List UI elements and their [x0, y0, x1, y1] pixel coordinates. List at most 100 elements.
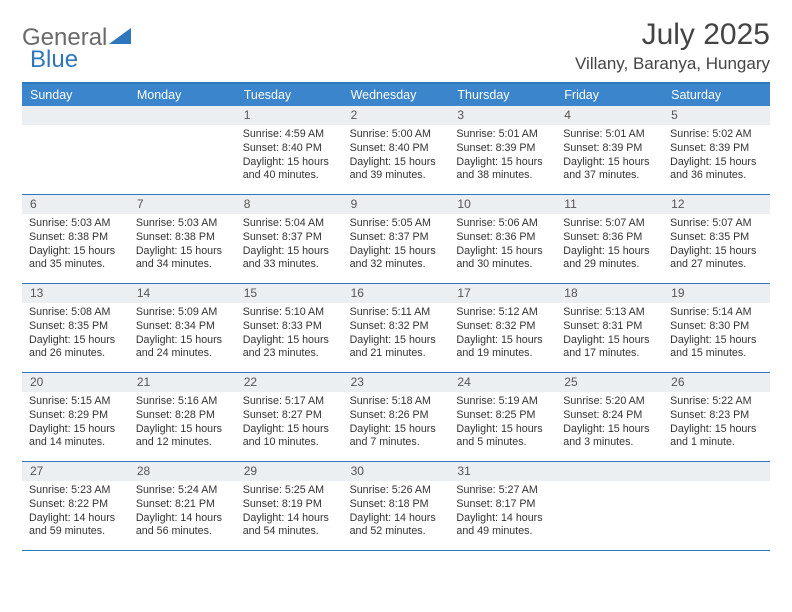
day-body: Sunrise: 5:27 AMSunset: 8:17 PMDaylight:…: [449, 481, 556, 543]
day-number: 2: [343, 106, 450, 125]
sunrise-text: Sunrise: 5:00 AM: [350, 128, 443, 142]
day-number: 5: [663, 106, 770, 125]
sunset-text: Sunset: 8:37 PM: [243, 231, 336, 245]
sunrise-text: Sunrise: 4:59 AM: [243, 128, 336, 142]
month-title: July 2025: [575, 18, 770, 52]
sunset-text: Sunset: 8:17 PM: [456, 498, 549, 512]
sunset-text: Sunset: 8:36 PM: [456, 231, 549, 245]
day-cell: 18Sunrise: 5:13 AMSunset: 8:31 PMDayligh…: [556, 284, 663, 372]
daylight-text: Daylight: 15 hours and 12 minutes.: [136, 423, 229, 450]
day-cell: 22Sunrise: 5:17 AMSunset: 8:27 PMDayligh…: [236, 373, 343, 461]
day-body: Sunrise: 5:16 AMSunset: 8:28 PMDaylight:…: [129, 392, 236, 454]
sunrise-text: Sunrise: 5:02 AM: [670, 128, 763, 142]
day-cell: 28Sunrise: 5:24 AMSunset: 8:21 PMDayligh…: [129, 462, 236, 550]
sunrise-text: Sunrise: 5:22 AM: [670, 395, 763, 409]
sunset-text: Sunset: 8:22 PM: [29, 498, 122, 512]
sunset-text: Sunset: 8:38 PM: [29, 231, 122, 245]
daylight-text: Daylight: 14 hours and 54 minutes.: [243, 512, 336, 539]
day-header-sun: Sunday: [22, 84, 129, 106]
daylight-text: Daylight: 15 hours and 17 minutes.: [563, 334, 656, 361]
sunrise-text: Sunrise: 5:20 AM: [563, 395, 656, 409]
daylight-text: Daylight: 15 hours and 29 minutes.: [563, 245, 656, 272]
day-body: Sunrise: 5:03 AMSunset: 8:38 PMDaylight:…: [22, 214, 129, 276]
daylight-text: Daylight: 15 hours and 37 minutes.: [563, 156, 656, 183]
sunset-text: Sunset: 8:21 PM: [136, 498, 229, 512]
sunset-text: Sunset: 8:24 PM: [563, 409, 656, 423]
day-cell: 25Sunrise: 5:20 AMSunset: 8:24 PMDayligh…: [556, 373, 663, 461]
daylight-text: Daylight: 15 hours and 39 minutes.: [350, 156, 443, 183]
sunrise-text: Sunrise: 5:05 AM: [350, 217, 443, 231]
day-number: 23: [343, 373, 450, 392]
calendar: Sunday Monday Tuesday Wednesday Thursday…: [22, 82, 770, 551]
day-cell: 15Sunrise: 5:10 AMSunset: 8:33 PMDayligh…: [236, 284, 343, 372]
sunset-text: Sunset: 8:40 PM: [243, 142, 336, 156]
location-label: Villany, Baranya, Hungary: [575, 54, 770, 74]
day-body: Sunrise: 4:59 AMSunset: 8:40 PMDaylight:…: [236, 125, 343, 187]
sunrise-text: Sunrise: 5:12 AM: [456, 306, 549, 320]
day-body: Sunrise: 5:10 AMSunset: 8:33 PMDaylight:…: [236, 303, 343, 365]
daylight-text: Daylight: 15 hours and 32 minutes.: [350, 245, 443, 272]
daylight-text: Daylight: 15 hours and 10 minutes.: [243, 423, 336, 450]
day-cell: 5Sunrise: 5:02 AMSunset: 8:39 PMDaylight…: [663, 106, 770, 194]
daylight-text: Daylight: 14 hours and 52 minutes.: [350, 512, 443, 539]
daylight-text: Daylight: 15 hours and 7 minutes.: [350, 423, 443, 450]
sunrise-text: Sunrise: 5:07 AM: [670, 217, 763, 231]
day-number: 24: [449, 373, 556, 392]
day-body: Sunrise: 5:17 AMSunset: 8:27 PMDaylight:…: [236, 392, 343, 454]
day-body: Sunrise: 5:09 AMSunset: 8:34 PMDaylight:…: [129, 303, 236, 365]
daylight-text: Daylight: 14 hours and 56 minutes.: [136, 512, 229, 539]
daylight-text: Daylight: 15 hours and 14 minutes.: [29, 423, 122, 450]
day-body: Sunrise: 5:26 AMSunset: 8:18 PMDaylight:…: [343, 481, 450, 543]
sunset-text: Sunset: 8:37 PM: [350, 231, 443, 245]
day-cell: 7Sunrise: 5:03 AMSunset: 8:38 PMDaylight…: [129, 195, 236, 283]
day-number: 31: [449, 462, 556, 481]
sunrise-text: Sunrise: 5:06 AM: [456, 217, 549, 231]
sunrise-text: Sunrise: 5:13 AM: [563, 306, 656, 320]
day-number: 7: [129, 195, 236, 214]
sunset-text: Sunset: 8:34 PM: [136, 320, 229, 334]
day-cell: 6Sunrise: 5:03 AMSunset: 8:38 PMDaylight…: [22, 195, 129, 283]
sunset-text: Sunset: 8:19 PM: [243, 498, 336, 512]
logo-triangle-icon: [109, 26, 131, 51]
sunset-text: Sunset: 8:26 PM: [350, 409, 443, 423]
sunset-text: Sunset: 8:38 PM: [136, 231, 229, 245]
daylight-text: Daylight: 14 hours and 49 minutes.: [456, 512, 549, 539]
day-cell: 8Sunrise: 5:04 AMSunset: 8:37 PMDaylight…: [236, 195, 343, 283]
daylight-text: Daylight: 15 hours and 19 minutes.: [456, 334, 549, 361]
daylight-text: Daylight: 15 hours and 33 minutes.: [243, 245, 336, 272]
daylight-text: Daylight: 15 hours and 3 minutes.: [563, 423, 656, 450]
sunrise-text: Sunrise: 5:25 AM: [243, 484, 336, 498]
day-number: 14: [129, 284, 236, 303]
day-number: 1: [236, 106, 343, 125]
day-body: Sunrise: 5:05 AMSunset: 8:37 PMDaylight:…: [343, 214, 450, 276]
day-cell: 1Sunrise: 4:59 AMSunset: 8:40 PMDaylight…: [236, 106, 343, 194]
week-row: 13Sunrise: 5:08 AMSunset: 8:35 PMDayligh…: [22, 284, 770, 373]
daylight-text: Daylight: 15 hours and 5 minutes.: [456, 423, 549, 450]
day-number: 22: [236, 373, 343, 392]
day-body: Sunrise: 5:14 AMSunset: 8:30 PMDaylight:…: [663, 303, 770, 365]
day-number: 17: [449, 284, 556, 303]
week-row: 20Sunrise: 5:15 AMSunset: 8:29 PMDayligh…: [22, 373, 770, 462]
sunrise-text: Sunrise: 5:27 AM: [456, 484, 549, 498]
sunset-text: Sunset: 8:29 PM: [29, 409, 122, 423]
day-body: Sunrise: 5:01 AMSunset: 8:39 PMDaylight:…: [449, 125, 556, 187]
day-cell: 24Sunrise: 5:19 AMSunset: 8:25 PMDayligh…: [449, 373, 556, 461]
daylight-text: Daylight: 15 hours and 40 minutes.: [243, 156, 336, 183]
day-number: 8: [236, 195, 343, 214]
sunrise-text: Sunrise: 5:10 AM: [243, 306, 336, 320]
sunset-text: Sunset: 8:36 PM: [563, 231, 656, 245]
day-body: Sunrise: 5:01 AMSunset: 8:39 PMDaylight:…: [556, 125, 663, 187]
day-body: Sunrise: 5:02 AMSunset: 8:39 PMDaylight:…: [663, 125, 770, 187]
logo-text-blue: Blue: [30, 46, 78, 74]
sunrise-text: Sunrise: 5:23 AM: [29, 484, 122, 498]
day-cell: 2Sunrise: 5:00 AMSunset: 8:40 PMDaylight…: [343, 106, 450, 194]
day-number: 10: [449, 195, 556, 214]
day-body: Sunrise: 5:04 AMSunset: 8:37 PMDaylight:…: [236, 214, 343, 276]
sunset-text: Sunset: 8:27 PM: [243, 409, 336, 423]
day-cell: 29Sunrise: 5:25 AMSunset: 8:19 PMDayligh…: [236, 462, 343, 550]
sunset-text: Sunset: 8:39 PM: [456, 142, 549, 156]
sunrise-text: Sunrise: 5:08 AM: [29, 306, 122, 320]
day-body: Sunrise: 5:00 AMSunset: 8:40 PMDaylight:…: [343, 125, 450, 187]
day-cell: [129, 106, 236, 194]
sunset-text: Sunset: 8:18 PM: [350, 498, 443, 512]
